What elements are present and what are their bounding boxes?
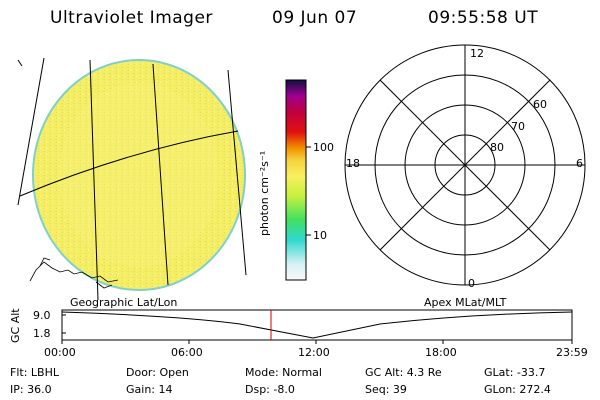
mlt-label-18: 18 — [346, 157, 360, 170]
glat-status: GLat: -33.7 — [484, 366, 546, 379]
seq-status: Seq: 39 — [365, 383, 407, 396]
colorbar-tick-100: 100 — [313, 141, 334, 154]
altitude-plot — [61, 309, 573, 344]
date-label: 09 Jun 07 — [272, 8, 358, 28]
polar-plot — [344, 44, 586, 286]
xtick-0000: 00:00 — [44, 346, 76, 359]
uv-earth-image — [32, 59, 246, 291]
altitude-ylabel: GC Alt — [9, 308, 22, 343]
gain-status: Gain: 14 — [126, 383, 173, 396]
mlt-label-12: 12 — [470, 47, 484, 60]
glon-status: GLon: 272.4 — [484, 383, 551, 396]
gc-alt-status: GC Alt: 4.3 Re — [365, 366, 442, 379]
colorbar-tick-10: 10 — [313, 229, 327, 242]
coastline — [29, 257, 119, 289]
dsp-status: Dsp: -8.0 — [245, 383, 295, 396]
time-label: 09:55:58 UT — [428, 8, 539, 28]
xtick-2359: 23:59 — [556, 346, 588, 359]
geographic-label: Geographic Lat/Lon — [70, 296, 178, 309]
lat-label-60: 60 — [533, 98, 547, 111]
xtick-1200: 12:00 — [298, 346, 330, 359]
filter-status: Flt: LBHL — [10, 366, 59, 379]
altitude-ytick-top: 9.0 — [33, 309, 51, 322]
geographic-grid — [17, 57, 247, 301]
xtick-1800: 18:00 — [425, 346, 457, 359]
altitude-ytick-bottom: 1.8 — [33, 327, 51, 340]
xtick-0600: 06:00 — [171, 346, 203, 359]
mode-status: Mode: Normal — [245, 366, 322, 379]
lat-label-80: 80 — [490, 141, 504, 154]
colorbar-label: photon cm⁻²s⁻¹ — [258, 150, 271, 236]
mlt-label-0: 0 — [468, 277, 475, 290]
ip-status: IP: 36.0 — [10, 383, 52, 396]
lat-label-70: 70 — [511, 120, 525, 133]
colorbar — [285, 79, 307, 281]
mlt-label-6: 6 — [576, 157, 583, 170]
instrument-title: Ultraviolet Imager — [50, 8, 213, 28]
door-status: Door: Open — [126, 366, 189, 379]
apex-label: Apex MLat/MLT — [424, 296, 507, 309]
